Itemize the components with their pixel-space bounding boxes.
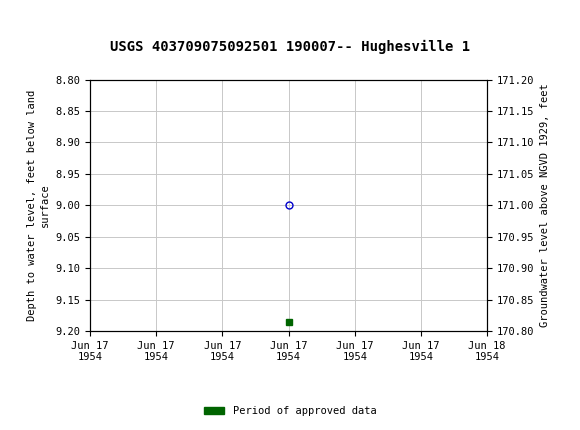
Legend: Period of approved data: Period of approved data: [200, 402, 380, 421]
Text: ≡: ≡: [7, 7, 26, 27]
Y-axis label: Groundwater level above NGVD 1929, feet: Groundwater level above NGVD 1929, feet: [540, 83, 550, 327]
Text: USGS 403709075092501 190007-- Hughesville 1: USGS 403709075092501 190007-- Hughesvill…: [110, 40, 470, 54]
Text: USGS: USGS: [32, 8, 87, 26]
Y-axis label: Depth to water level, feet below land
surface: Depth to water level, feet below land su…: [27, 90, 50, 321]
